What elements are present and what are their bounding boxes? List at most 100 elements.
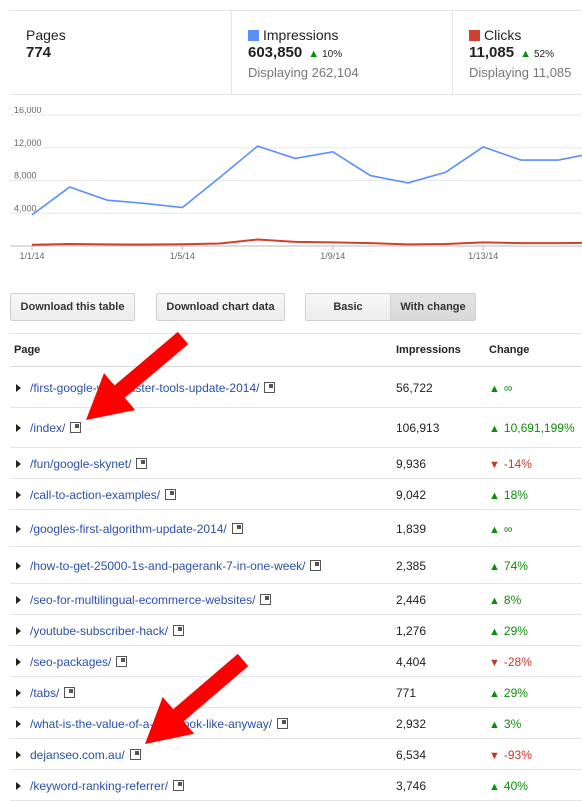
table-row[interactable]: /how-to-get-25000-1s-and-pagerank-7-in-o… — [10, 547, 582, 584]
external-link-icon[interactable] — [310, 560, 322, 571]
impressions-cell: 2,446 — [396, 593, 427, 607]
table-header: Page Impressions Change — [10, 333, 582, 367]
up-arrow-icon: ▲ — [489, 781, 500, 793]
expand-triangle-icon[interactable] — [16, 782, 21, 790]
external-link-icon[interactable] — [264, 382, 276, 393]
change-column-header[interactable]: Change — [489, 344, 530, 356]
table-row[interactable]: /youtube-subscriber-hack/1,276 ▲ 29% — [10, 615, 582, 646]
impressions-swatch-icon — [248, 29, 259, 41]
up-arrow-icon: ▲ — [489, 490, 500, 502]
page-link[interactable]: /seo-for-multilingual-ecommerce-websites… — [30, 593, 256, 607]
impressions-delta: 10% — [322, 49, 343, 60]
change-cell: 8% — [503, 593, 522, 607]
pages-table: Page Impressions Change /first-google-we… — [10, 333, 582, 801]
basic-button[interactable]: Basic — [305, 293, 391, 321]
impressions-value: 603,850 — [248, 44, 303, 61]
down-arrow-icon: ▼ — [489, 750, 500, 762]
change-cell: ∞ — [503, 381, 513, 395]
external-link-icon[interactable] — [277, 718, 289, 729]
table-row[interactable]: /what-is-the-value-of-a-facebook-like-an… — [10, 708, 582, 739]
up-arrow-icon: ▲ — [489, 595, 500, 607]
page-link[interactable]: /call-to-action-examples/ — [30, 488, 161, 502]
up-arrow-icon: ▲ — [520, 48, 531, 60]
pages-tile[interactable]: Pages 774 — [10, 11, 232, 94]
change-cell: 3% — [503, 717, 522, 731]
table-row[interactable]: /index/106,913 ▲ 10,691,199% — [10, 408, 582, 448]
impressions-column-header[interactable]: Impressions — [396, 344, 461, 356]
up-arrow-icon: ▲ — [489, 423, 500, 435]
expand-triangle-icon[interactable] — [16, 562, 21, 570]
external-link-icon[interactable] — [165, 489, 177, 500]
table-row[interactable]: /seo-for-multilingual-ecommerce-websites… — [10, 584, 582, 615]
clicks-tile[interactable]: Clicks 11,085 ▲ 52% Displaying 11,085 — [453, 11, 582, 94]
x-tick-label: 1/13/14 — [468, 251, 498, 261]
table-body: /first-google-webmaster-tools-update-201… — [10, 367, 582, 801]
table-row[interactable]: dejanseo.com.au/6,534 ▼ -93% — [10, 739, 582, 770]
external-link-icon[interactable] — [260, 594, 272, 605]
page-link[interactable]: /fun/google-skynet/ — [30, 457, 132, 471]
external-link-icon[interactable] — [173, 625, 185, 636]
table-row[interactable]: /first-google-webmaster-tools-update-201… — [10, 367, 582, 408]
expand-triangle-icon[interactable] — [16, 525, 21, 533]
pages-value: 774 — [26, 44, 52, 61]
table-row[interactable]: /tabs/771 ▲ 29% — [10, 677, 582, 708]
expand-triangle-icon[interactable] — [16, 689, 21, 697]
change-cell: 18% — [503, 488, 528, 502]
up-arrow-icon: ▲ — [489, 688, 500, 700]
expand-triangle-icon[interactable] — [16, 751, 21, 759]
impressions-cell: 4,404 — [396, 655, 427, 669]
table-row[interactable]: /keyword-ranking-referrer/3,746 ▲ 40% — [10, 770, 582, 801]
change-cell: ∞ — [503, 522, 513, 536]
page-link[interactable]: /googles-first-algorithm-update-2014/ — [30, 522, 227, 536]
page-link[interactable]: /youtube-subscriber-hack/ — [30, 624, 169, 638]
change-cell: 40% — [503, 779, 528, 793]
expand-triangle-icon[interactable] — [16, 491, 21, 499]
change-cell: 74% — [503, 559, 528, 573]
clicks-swatch-icon — [469, 29, 480, 41]
table-row[interactable]: /fun/google-skynet/9,936 ▼ -14% — [10, 448, 582, 479]
up-arrow-icon: ▲ — [489, 561, 500, 573]
expand-triangle-icon[interactable] — [16, 460, 21, 468]
table-row[interactable]: /call-to-action-examples/9,042 ▲ 18% — [10, 479, 582, 510]
page-link[interactable]: dejanseo.com.au/ — [30, 748, 125, 762]
download-table-button[interactable]: Download this table — [10, 293, 135, 321]
table-row[interactable]: /googles-first-algorithm-update-2014/1,8… — [10, 510, 582, 547]
page-column-header[interactable]: Page — [14, 344, 41, 356]
download-chart-button[interactable]: Download chart data — [156, 293, 285, 321]
external-link-icon[interactable] — [129, 749, 141, 760]
page-link[interactable]: /tabs/ — [30, 686, 60, 700]
external-link-icon[interactable] — [70, 422, 82, 433]
impressions-displaying: Displaying 262,104 — [248, 65, 359, 80]
performance-chart[interactable]: 16,000 12,000 8,000 4,000 1/1/14 1/5/14 1/9/14… — [10, 107, 582, 267]
change-cell: 29% — [503, 686, 528, 700]
external-link-icon[interactable] — [64, 687, 76, 698]
impressions-label: Impressions — [263, 27, 339, 43]
page-link[interactable]: /what-is-the-value-of-a-facebook-like-an… — [30, 717, 273, 731]
impressions-cell: 9,042 — [396, 488, 427, 502]
expand-triangle-icon[interactable] — [16, 384, 21, 392]
y-tick-label: 16,000 — [14, 107, 42, 115]
impressions-cell: 1,839 — [396, 522, 427, 536]
expand-triangle-icon[interactable] — [16, 424, 21, 432]
expand-triangle-icon[interactable] — [16, 596, 21, 604]
table-row[interactable]: /seo-packages/4,404 ▼ -28% — [10, 646, 582, 677]
with-change-button[interactable]: With change — [391, 293, 476, 321]
page-link[interactable]: /seo-packages/ — [30, 655, 112, 669]
x-tick-label: 1/5/14 — [170, 251, 195, 261]
impressions-tile[interactable]: Impressions 603,850 ▲ 10% Displaying 262,… — [232, 11, 453, 94]
external-link-icon[interactable] — [173, 780, 185, 791]
page-link[interactable]: /index/ — [30, 421, 66, 435]
expand-triangle-icon[interactable] — [16, 720, 21, 728]
external-link-icon[interactable] — [231, 523, 243, 534]
external-link-icon[interactable] — [116, 656, 128, 667]
external-link-icon[interactable] — [136, 458, 148, 469]
change-cell: -93% — [503, 748, 532, 762]
page-link[interactable]: /how-to-get-25000-1s-and-pagerank-7-in-o… — [30, 559, 306, 573]
expand-triangle-icon[interactable] — [16, 627, 21, 635]
change-cell: 10,691,199% — [503, 421, 575, 435]
clicks-delta: 52% — [533, 49, 554, 60]
page-link[interactable]: /keyword-ranking-referrer/ — [30, 779, 169, 793]
impressions-cell: 6,534 — [396, 748, 427, 762]
expand-triangle-icon[interactable] — [16, 658, 21, 666]
page-link[interactable]: /first-google-webmaster-tools-update-201… — [30, 381, 260, 395]
